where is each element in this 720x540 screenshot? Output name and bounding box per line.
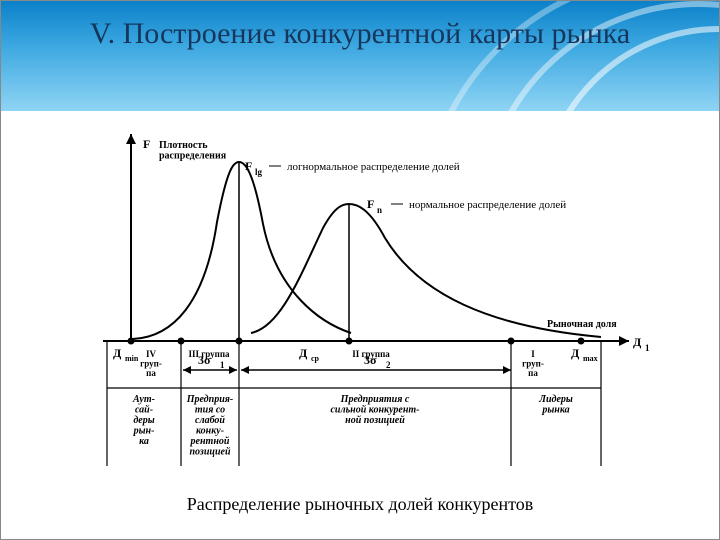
svg-text:1: 1 [645, 343, 650, 353]
svg-text:Аут-сай-дерырын-ка: Аут-сай-дерырын-ка [132, 394, 155, 447]
svg-text:F: F [143, 137, 150, 151]
svg-text:1: 1 [220, 360, 225, 370]
svg-text:Д: Д [299, 346, 308, 360]
svg-text:II группа: II группа [352, 349, 390, 359]
svg-text:n: n [377, 205, 382, 215]
svg-text:ср: ср [311, 354, 320, 363]
svg-text:Рыночная доля: Рыночная доля [547, 319, 617, 330]
svg-text:2: 2 [386, 360, 391, 370]
svg-text:Предприя-тия сослабойконку-рен: Предприя-тия сослабойконку-рентнойпозици… [186, 394, 234, 458]
svg-text:Лидерырынка: Лидерырынка [538, 394, 573, 416]
svg-text:F: F [245, 159, 252, 173]
svg-text:логнормальное распределение до: логнормальное распределение долей [287, 161, 460, 173]
title-bar: V. Построение конкурентной карты рынка [1, 1, 719, 111]
slide-caption: Распределение рыночных долей конкурентов [1, 494, 719, 515]
svg-text:Плотностьраспределения: Плотностьраспределения [159, 140, 227, 162]
svg-text:Д: Д [571, 346, 580, 360]
svg-text:нормальное распределение долей: нормальное распределение долей [409, 199, 566, 211]
distribution-diagram: FПлотностьраспределенияД1Рыночная доляFl… [81, 126, 651, 476]
svg-text:lg: lg [255, 167, 263, 177]
diagram-svg: FПлотностьраспределенияД1Рыночная доляFl… [81, 126, 651, 476]
svg-text:F: F [367, 197, 374, 211]
svg-text:IVгруп-па: IVгруп-па [140, 349, 162, 378]
svg-text:min: min [125, 354, 139, 363]
svg-text:III группа: III группа [188, 349, 230, 359]
slide-title: V. Построение конкурентной карты рынка [1, 1, 719, 53]
slide: V. Построение конкурентной карты рынка F… [0, 0, 720, 540]
svg-text:Iгруп-па: Iгруп-па [522, 349, 544, 378]
svg-text:Предприятия ссильной конкурент: Предприятия ссильной конкурент-ной позиц… [330, 394, 419, 426]
svg-text:Д: Д [113, 346, 122, 360]
svg-text:max: max [583, 354, 598, 363]
svg-text:Д: Д [633, 335, 642, 349]
